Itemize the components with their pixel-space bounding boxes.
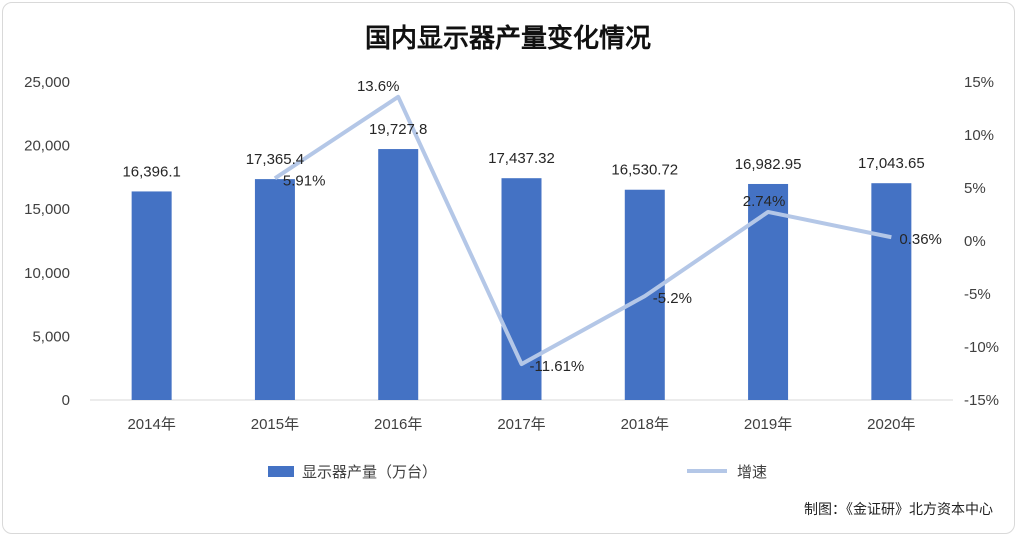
y-left-tick-label: 10,000 — [24, 265, 70, 282]
bar — [254, 179, 295, 400]
y-right-tick-label: 15% — [964, 74, 994, 91]
y-left-tick-label: 20,000 — [24, 138, 70, 155]
x-tick-label: 2014年 — [127, 416, 175, 433]
axes: 0 5,000 10,000 15,000 20,000 25,000 15% 10% 5% 0%… — [24, 74, 999, 433]
y-left-tick-label: 0 — [62, 392, 70, 409]
y-right-tick-label: -5% — [964, 286, 991, 303]
x-tick-label: 2016年 — [374, 416, 422, 433]
growth-point-label: 5.91% — [283, 172, 326, 189]
chart-title: 国内显示器产量变化情况 — [365, 23, 651, 54]
bar-value-label: 19,727.8 — [369, 121, 427, 138]
y-right-tick-label: 0% — [964, 233, 986, 250]
source-note: 制图：《金证研》北方资本中心 — [804, 502, 993, 518]
legend-label-line: 增速 — [737, 463, 767, 481]
bar-value-label: 16,530.72 — [611, 162, 678, 179]
bar-value-label: 16,982.95 — [735, 156, 802, 173]
bar-series — [131, 149, 912, 400]
bar-value-label: 17,437.32 — [488, 150, 555, 167]
x-tick-label: 2020年 — [867, 416, 915, 433]
line-series — [273, 94, 892, 367]
y-left-tick-label: 15,000 — [24, 201, 70, 218]
growth-line — [273, 94, 892, 367]
y-right-tick-label: 5% — [964, 180, 986, 197]
data-labels: 16,396.1 17,365.4 19,727.8 17,437.32 16,530.… — [122, 78, 941, 375]
y-left-tick-label: 25,000 — [24, 74, 70, 91]
growth-point-label: -11.61% — [530, 358, 585, 375]
growth-point-label: 2.74% — [743, 193, 786, 210]
legend: 显示器产量（万台） 增速 — [268, 463, 767, 481]
y-right-tick-label: 10% — [964, 127, 994, 144]
growth-point-label: -5.2% — [653, 290, 692, 307]
growth-point-label: 13.6% — [357, 78, 400, 95]
bar — [131, 191, 172, 400]
bar — [378, 149, 419, 400]
x-tick-label: 2019年 — [744, 416, 792, 433]
x-tick-label: 2017年 — [497, 416, 545, 433]
y-right-tick-label: -10% — [964, 339, 999, 356]
x-tick-label: 2018年 — [621, 416, 669, 433]
legend-swatch-bars — [268, 466, 294, 477]
y-right-tick-label: -15% — [964, 392, 999, 409]
growth-point-label: 0.36% — [899, 231, 942, 248]
bar-value-label: 17,365.4 — [246, 151, 304, 168]
bar-value-label: 16,396.1 — [122, 163, 180, 180]
bar — [871, 183, 912, 400]
legend-label-bars: 显示器产量（万台） — [302, 463, 437, 481]
y-left-tick-label: 5,000 — [32, 328, 70, 345]
x-tick-label: 2015年 — [251, 416, 299, 433]
bar-value-label: 17,043.65 — [858, 155, 925, 172]
